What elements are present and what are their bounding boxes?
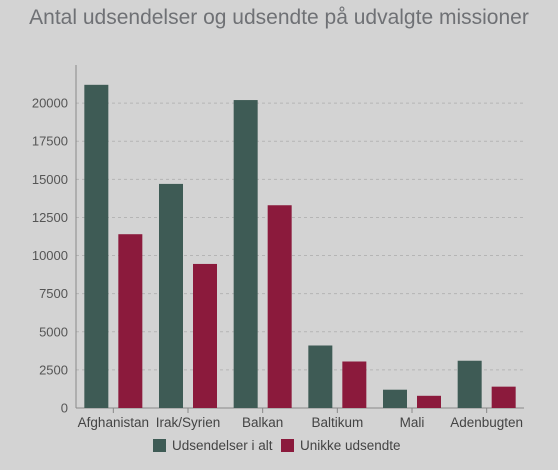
y-tick-label: 0 — [61, 401, 68, 416]
y-tick-label: 5000 — [39, 324, 68, 339]
bar — [233, 100, 258, 408]
legend-swatch — [281, 439, 294, 452]
bar — [457, 360, 482, 408]
bar — [491, 386, 516, 408]
y-tick-label: 15000 — [32, 172, 68, 187]
y-tick-label: 2500 — [39, 362, 68, 377]
x-tick-label: Adenbugten — [450, 415, 523, 430]
y-tick-label: 7500 — [39, 286, 68, 301]
bar — [118, 234, 143, 408]
bar — [342, 361, 367, 408]
x-tick-label: Mali — [400, 415, 425, 430]
legend-label: Unikke udsendte — [300, 438, 401, 453]
y-tick-label: 10000 — [32, 248, 68, 263]
bar — [159, 183, 183, 408]
bar — [193, 263, 217, 408]
legend-swatch — [153, 439, 166, 452]
x-tick-label: Baltikum — [311, 415, 363, 430]
x-tick-label: Afghanistan — [78, 415, 149, 430]
legend-label: Udsendelser i alt — [172, 438, 273, 453]
bar — [417, 395, 441, 408]
chart-title: Antal udsendelser og udsendte på udvalgt… — [29, 6, 529, 29]
bar — [84, 84, 109, 408]
x-tick-label: Irak/Syrien — [156, 415, 221, 430]
y-tick-label: 12500 — [32, 210, 68, 225]
bar — [308, 345, 333, 408]
y-tick-label: 20000 — [32, 96, 68, 111]
x-tick-label: Balkan — [242, 415, 283, 430]
bar — [267, 205, 292, 408]
y-tick-label: 17500 — [32, 134, 68, 149]
bar — [383, 389, 407, 408]
